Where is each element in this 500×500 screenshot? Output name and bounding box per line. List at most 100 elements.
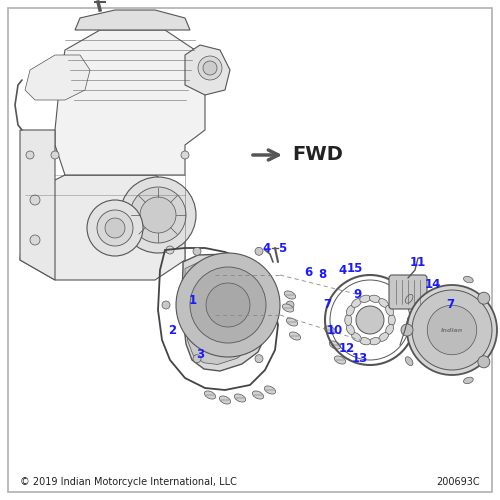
Ellipse shape — [386, 306, 394, 316]
Text: 4: 4 — [339, 264, 347, 276]
Ellipse shape — [195, 302, 200, 308]
Circle shape — [203, 61, 217, 75]
Ellipse shape — [388, 314, 396, 326]
Ellipse shape — [222, 275, 228, 280]
Ellipse shape — [230, 282, 235, 288]
Ellipse shape — [370, 295, 380, 302]
Text: 12: 12 — [339, 342, 355, 354]
Text: 7: 7 — [323, 298, 331, 312]
Circle shape — [193, 248, 201, 256]
Text: 2: 2 — [168, 324, 176, 336]
Ellipse shape — [202, 275, 208, 280]
Circle shape — [255, 354, 263, 362]
Ellipse shape — [202, 310, 208, 315]
Ellipse shape — [264, 386, 276, 394]
Ellipse shape — [406, 294, 413, 304]
Ellipse shape — [352, 332, 362, 342]
Circle shape — [199, 279, 231, 310]
Ellipse shape — [195, 282, 200, 288]
Ellipse shape — [352, 298, 362, 308]
Circle shape — [30, 195, 40, 205]
Ellipse shape — [378, 332, 388, 342]
Circle shape — [120, 177, 196, 253]
Polygon shape — [182, 254, 270, 371]
Circle shape — [26, 151, 34, 159]
Ellipse shape — [204, 391, 216, 399]
Circle shape — [130, 187, 186, 243]
Ellipse shape — [234, 292, 237, 298]
Circle shape — [30, 235, 40, 245]
Text: 9: 9 — [354, 288, 362, 302]
Ellipse shape — [230, 302, 235, 308]
Ellipse shape — [386, 324, 394, 334]
Ellipse shape — [378, 298, 388, 308]
Polygon shape — [55, 30, 205, 175]
Ellipse shape — [192, 292, 196, 298]
Text: 8: 8 — [318, 268, 326, 281]
Circle shape — [255, 248, 263, 256]
Circle shape — [407, 285, 497, 375]
Text: 4: 4 — [263, 242, 271, 254]
Text: 13: 13 — [352, 352, 368, 364]
Circle shape — [193, 354, 201, 362]
Circle shape — [208, 288, 222, 302]
Ellipse shape — [324, 326, 336, 334]
Circle shape — [206, 283, 250, 327]
Text: 10: 10 — [327, 324, 343, 336]
Ellipse shape — [282, 304, 294, 312]
Ellipse shape — [346, 324, 354, 334]
Text: 7: 7 — [446, 298, 454, 312]
Ellipse shape — [212, 314, 218, 318]
Ellipse shape — [464, 276, 473, 283]
FancyBboxPatch shape — [389, 275, 427, 309]
Ellipse shape — [346, 306, 354, 316]
Text: © 2019 Indian Motorcycle International, LLC: © 2019 Indian Motorcycle International, … — [20, 477, 237, 487]
Ellipse shape — [334, 356, 345, 364]
Circle shape — [176, 253, 280, 357]
Text: Indian: Indian — [441, 328, 463, 332]
Polygon shape — [25, 55, 90, 100]
Circle shape — [478, 356, 490, 368]
Ellipse shape — [220, 396, 230, 404]
Ellipse shape — [290, 332, 300, 340]
Text: 6: 6 — [304, 266, 312, 278]
Text: 3: 3 — [196, 348, 204, 362]
Circle shape — [140, 197, 176, 233]
Text: 14: 14 — [425, 278, 441, 291]
Ellipse shape — [284, 291, 296, 299]
Text: 5: 5 — [278, 242, 286, 254]
Ellipse shape — [222, 310, 228, 315]
Polygon shape — [20, 175, 185, 280]
Circle shape — [427, 305, 477, 355]
Ellipse shape — [406, 356, 413, 366]
Text: 200693C: 200693C — [436, 477, 480, 487]
Ellipse shape — [360, 295, 370, 302]
Circle shape — [162, 301, 170, 309]
Circle shape — [356, 306, 384, 334]
Ellipse shape — [360, 338, 370, 345]
Polygon shape — [20, 130, 55, 280]
FancyBboxPatch shape — [418, 300, 442, 318]
Polygon shape — [184, 262, 262, 364]
Ellipse shape — [330, 341, 340, 349]
Circle shape — [87, 200, 143, 256]
Circle shape — [190, 270, 240, 320]
Polygon shape — [75, 10, 190, 30]
Text: 15: 15 — [347, 262, 363, 274]
Circle shape — [401, 324, 413, 336]
Circle shape — [286, 301, 294, 309]
Ellipse shape — [234, 394, 246, 402]
Circle shape — [412, 290, 492, 370]
Circle shape — [166, 246, 174, 254]
Ellipse shape — [252, 391, 264, 399]
Text: 1: 1 — [189, 294, 197, 306]
Circle shape — [180, 260, 250, 330]
Circle shape — [51, 151, 59, 159]
Circle shape — [198, 56, 222, 80]
Ellipse shape — [286, 318, 298, 326]
Ellipse shape — [344, 314, 352, 326]
Polygon shape — [185, 45, 230, 95]
Circle shape — [190, 267, 266, 343]
Circle shape — [97, 210, 133, 246]
Text: FWD: FWD — [292, 146, 343, 165]
